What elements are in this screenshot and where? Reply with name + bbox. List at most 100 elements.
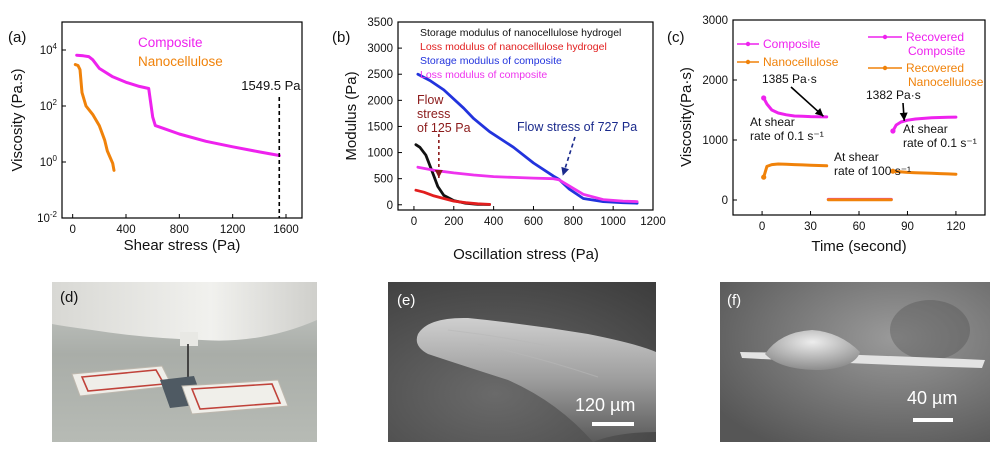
panel-c-legend-1-marker [745,41,751,47]
panel-c-y-tick-label: 0 [722,195,728,207]
panel-c-y-axis-title: Viscosity(Pa·s) [678,67,695,167]
sem-photo-filament [388,282,656,442]
panel-b-label: (b) [332,29,350,46]
panel-a-x-tick-label: 1600 [273,224,299,236]
panel-label-d: (d) [60,289,79,306]
panel-a-series-1-line [75,53,281,157]
panel-a-y-tick-label: 102 [40,98,58,113]
printer-photo-drawing [52,282,317,442]
panel-c-marker-recovered-nanocellulose-start [890,168,896,174]
panel-c-x-tick-label: 120 [946,221,965,233]
panel-c-marker-nanocellulose-start [761,174,767,180]
panel-b-legend-4: Loss modulus of composite [420,69,547,81]
panel-c-series-6-line [891,169,958,176]
panel-b-series-3-line [416,72,639,205]
panel-b-legend-3: Storage modulus of composite [420,55,562,67]
scale-bar-e [592,422,634,426]
panel-c-annotation-middle-line-1: At shear [834,150,879,164]
panel-a-x-tick-label: 0 [69,224,75,236]
panel-c-x-tick-label: 0 [759,221,765,233]
panel-c-annotation-left-line-1: At shear [750,115,795,129]
panel-c-x-tick-label: 30 [804,221,817,233]
panel-b-x-tick-label: 600 [524,216,543,228]
panel-c-x-tick-label: 90 [901,221,914,233]
panel-b-legend-1: Storage modulus of nanocellulose hydroge… [420,27,621,39]
panel-a-y-axis-title: Viscosity (Pa.s) [9,68,26,171]
scale-bar-f [913,418,953,422]
panel-b-flow-arrow-727-head [561,166,569,176]
panel-a-x-tick-label: 1200 [220,224,246,236]
panel-c-legend-4-label-line-2: Nanocellulose [908,75,984,89]
panel-b-series-2-line [414,188,491,206]
panel-b-legend-2: Loss modulus of nanocellulose hydrogel [420,41,607,53]
panel-c-legend-1-label: Composite [763,37,821,51]
sem-droplet-drawing [720,282,990,442]
panel-b-flow-stress-727: Flow stress of 727 Pa [517,120,637,134]
panel-b-y-tick-label: 3500 [367,17,393,29]
panel-b-x-axis-title: Oscillation stress (Pa) [453,246,599,263]
panel-c-series-2-line [762,162,829,179]
panel-label-e: (e) [397,292,416,309]
panel-c-annotation-middle-line-2: rate of 100 s⁻¹ [834,164,911,178]
panel-b-y-tick-label: 3000 [367,43,393,55]
panel-c-marker-composite-start [761,95,767,101]
panel-c-legend-3-label-line-1: Recovered [906,30,964,44]
sem-filament-drawing [388,282,656,442]
panel-b-y-tick-label: 500 [374,174,393,186]
panel-b-x-tick-label: 400 [484,216,503,228]
panel-a-threshold-label: 1549.5 Pa [241,78,301,93]
panel-c-series-5-line [891,115,958,133]
panel-b-y-tick-label: 1500 [367,121,393,133]
panel-b-flow-arrow-125-head [434,170,443,178]
panel-a-x-axis-title: Shear stress (Pa) [124,237,241,254]
panel-c-y-tick-label: 2000 [702,75,728,87]
panel-c-legend-2-label: Nanocellulose [763,55,839,69]
photo-printing-setup [52,282,317,442]
panel-a-y-tick-label: 104 [40,42,58,57]
panel-c-annotation-1385: 1385 Pa·s [762,72,817,86]
panel-label-f: (f) [727,292,742,309]
panel-b-x-tick-label: 200 [444,216,463,228]
panel-a-x-tick-label: 400 [116,224,135,236]
panel-b-series-4-line [416,165,639,203]
panel-b-x-tick-label: 1000 [600,216,626,228]
panel-b-flow-stress-125-line-3: of 125 Pa [417,121,471,135]
panel-c-annotation-right-line-1: At shear [903,122,948,136]
panel-c-annotation-left-line-2: rate of 0.1 s⁻¹ [750,129,824,143]
panel-a-x-tick-label: 800 [170,224,189,236]
panel-c-series-1-line [762,96,829,119]
panel-b-flow-stress-125-line-2: stress [417,107,450,121]
panel-b-x-tick-label: 0 [411,216,417,228]
panel-a-y-tick-label: 100 [40,154,58,169]
panel-c-arrow-1385-head [814,107,824,117]
panel-c-legend-2-marker [745,59,751,65]
panel-c-y-tick-label: 1000 [702,135,728,147]
panel-c-legend-4-marker [882,65,888,71]
sem-photo-droplet [720,282,990,442]
panel-b-y-axis-title: Modulus (Pa) [343,71,360,160]
panel-a-label: (a) [8,29,26,46]
scale-bar-label-f: 40 µm [907,388,958,408]
panel-b-y-tick-label: 2500 [367,69,393,81]
panel-c-legend-3-label-line-2: Composite [908,44,966,58]
panel-c-legend-4-label-line-1: Recovered [906,61,964,75]
panel-c-marker-recovered-composite-start [890,128,896,134]
panel-c-x-axis-title: Time (second) [811,238,906,255]
panel-b-y-tick-label: 1000 [367,148,393,160]
panel-b-flow-stress-125-line-1: Flow [417,93,444,107]
panel-a-y-tick-label: 10-2 [37,210,57,225]
panel-b-x-tick-label: 800 [564,216,583,228]
panel-c-arrow-1382-head [899,112,908,121]
panel-a-plot-frame [61,21,303,219]
panel-c-label: (c) [667,29,685,46]
panel-b-y-tick-label: 0 [387,200,393,212]
panel-c-x-tick-label: 60 [853,221,866,233]
panel-c-y-tick-label: 3000 [702,15,728,27]
panel-c-annotation-right-line-2: rate of 0.1 s⁻¹ [903,136,977,150]
panel-c-annotation-1382: 1382 Pa·s [866,88,921,102]
panel-a-legend-nanocellulose: Nanocellulose [138,54,223,69]
scale-bar-label-e: 120 µm [575,395,636,415]
panel-b-plot-frame [397,21,654,211]
panel-b-x-tick-label: 1200 [640,216,666,228]
